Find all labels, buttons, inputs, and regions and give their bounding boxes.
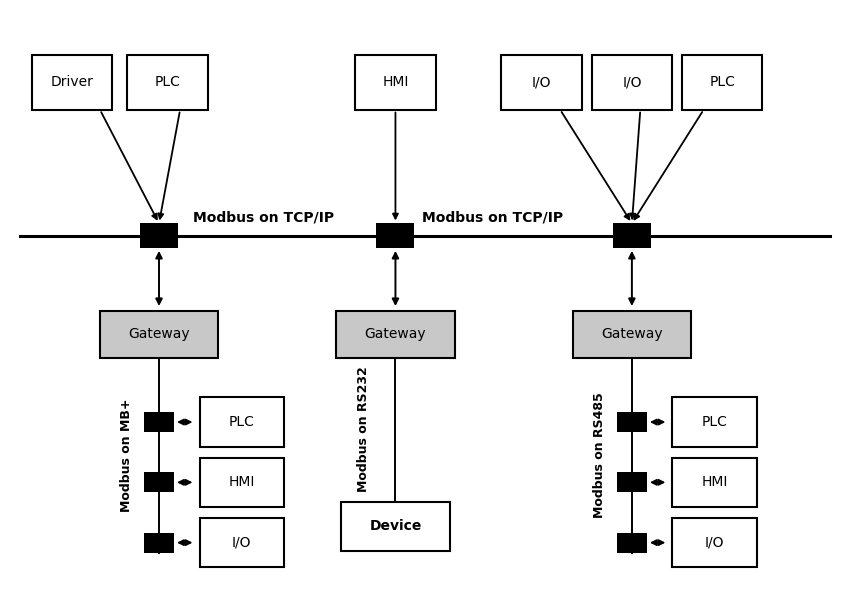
Text: Modbus on RS232: Modbus on RS232 — [357, 366, 370, 493]
Bar — [128, 55, 207, 110]
Text: PLC: PLC — [155, 75, 180, 89]
Text: Gateway: Gateway — [365, 327, 426, 342]
Text: HMI: HMI — [382, 75, 409, 89]
Text: PLC: PLC — [702, 415, 728, 429]
Text: I/O: I/O — [532, 75, 552, 89]
Bar — [341, 501, 450, 551]
Text: Gateway: Gateway — [601, 327, 663, 342]
Text: PLC: PLC — [709, 75, 735, 89]
Bar — [355, 55, 435, 110]
Bar — [613, 223, 651, 248]
Bar — [683, 55, 762, 110]
Bar — [502, 55, 581, 110]
Text: HMI: HMI — [701, 475, 728, 490]
Text: I/O: I/O — [705, 536, 724, 549]
Text: Driver: Driver — [51, 75, 94, 89]
Bar — [573, 311, 691, 358]
Bar — [672, 397, 756, 447]
Bar — [32, 55, 112, 110]
Bar — [617, 472, 647, 492]
Bar — [377, 223, 415, 248]
Text: Device: Device — [369, 519, 422, 533]
Bar — [672, 458, 756, 507]
Bar — [144, 533, 174, 552]
Bar — [100, 311, 218, 358]
Bar — [617, 533, 647, 552]
Text: Modbus on RS485: Modbus on RS485 — [593, 392, 606, 519]
Text: HMI: HMI — [229, 475, 255, 490]
Bar — [144, 412, 174, 432]
Text: I/O: I/O — [232, 536, 252, 549]
Text: Modbus on MB+: Modbus on MB+ — [121, 399, 133, 512]
Text: Modbus on TCP/IP: Modbus on TCP/IP — [422, 211, 564, 225]
Bar — [200, 518, 284, 567]
Text: Modbus on TCP/IP: Modbus on TCP/IP — [193, 211, 334, 225]
Text: PLC: PLC — [229, 415, 255, 429]
Bar — [592, 55, 672, 110]
Bar — [200, 458, 284, 507]
Bar — [140, 223, 178, 248]
Bar — [144, 472, 174, 492]
Bar — [672, 518, 756, 567]
Bar — [200, 397, 284, 447]
Text: Gateway: Gateway — [128, 327, 190, 342]
Bar — [617, 412, 647, 432]
Bar — [337, 311, 455, 358]
Text: I/O: I/O — [622, 75, 642, 89]
